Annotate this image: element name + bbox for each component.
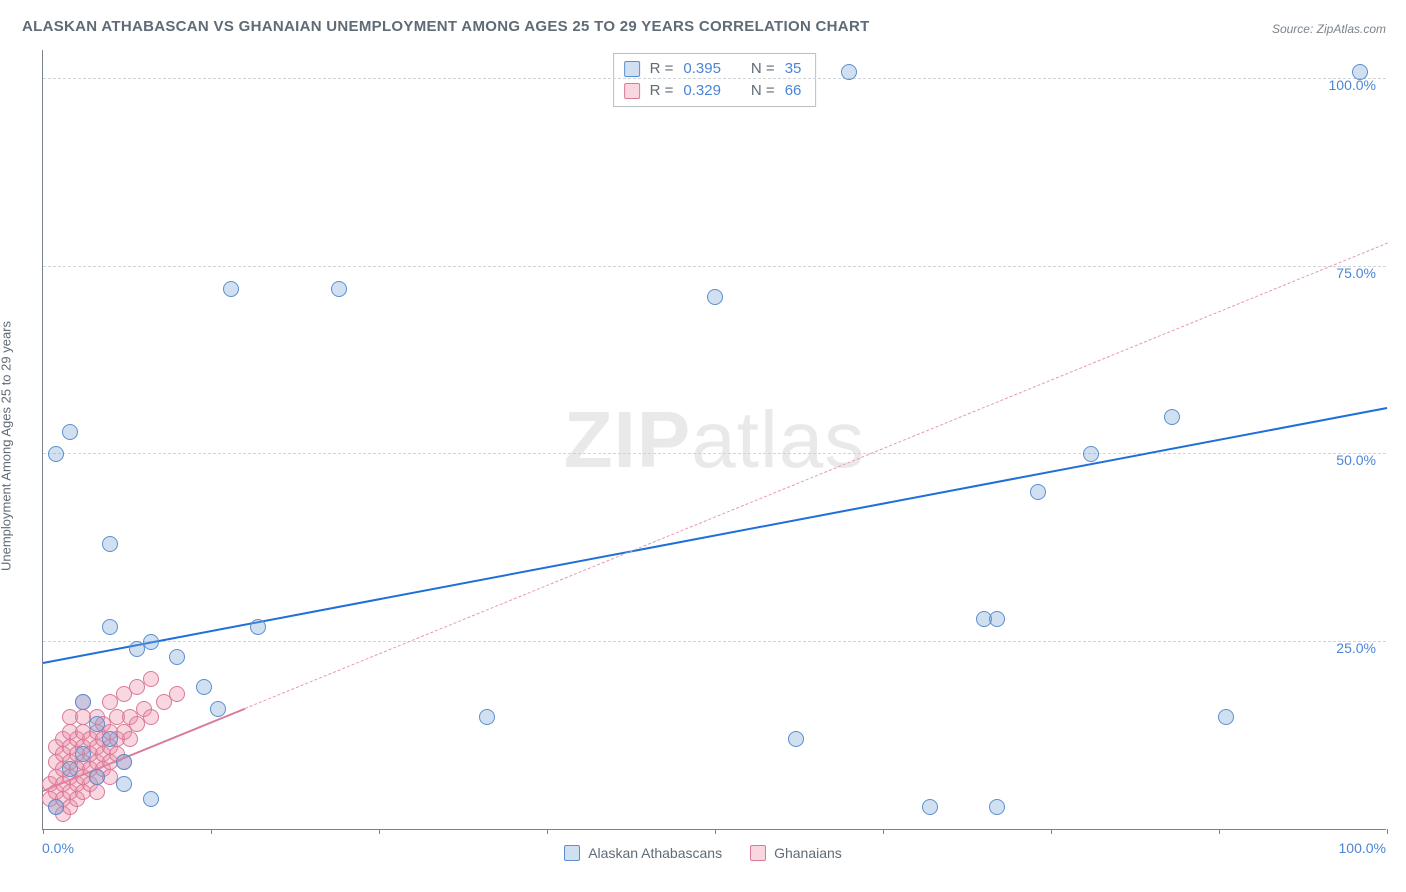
data-point bbox=[102, 536, 118, 552]
plot-area: ZIPatlas R = 0.395N = 35R = 0.329N = 66 … bbox=[42, 50, 1386, 830]
x-tick bbox=[379, 829, 380, 834]
x-tick bbox=[1219, 829, 1220, 834]
stats-legend-box: R = 0.395N = 35R = 0.329N = 66 bbox=[613, 53, 817, 107]
gridline bbox=[43, 641, 1386, 642]
data-point bbox=[143, 634, 159, 650]
data-point bbox=[143, 791, 159, 807]
source-attribution: Source: ZipAtlas.com bbox=[1272, 22, 1386, 36]
trend-line bbox=[244, 243, 1387, 709]
legend-label: Ghanaians bbox=[774, 845, 842, 861]
data-point bbox=[989, 799, 1005, 815]
data-point bbox=[479, 709, 495, 725]
watermark: ZIPatlas bbox=[564, 394, 865, 486]
legend-swatch bbox=[624, 61, 640, 77]
x-axis-min-label: 0.0% bbox=[42, 840, 74, 856]
data-point bbox=[922, 799, 938, 815]
data-point bbox=[48, 446, 64, 462]
data-point bbox=[62, 424, 78, 440]
legend-swatch bbox=[750, 845, 766, 861]
data-point bbox=[989, 611, 1005, 627]
data-point bbox=[1083, 446, 1099, 462]
y-tick-label: 100.0% bbox=[1329, 77, 1376, 93]
gridline bbox=[43, 266, 1386, 267]
x-tick bbox=[1051, 829, 1052, 834]
data-point bbox=[116, 754, 132, 770]
legend-item: Ghanaians bbox=[750, 845, 842, 861]
trend-line bbox=[43, 407, 1387, 664]
data-point bbox=[250, 619, 266, 635]
x-tick bbox=[883, 829, 884, 834]
data-point bbox=[169, 649, 185, 665]
data-point bbox=[89, 784, 105, 800]
data-point bbox=[841, 64, 857, 80]
data-point bbox=[89, 716, 105, 732]
data-point bbox=[89, 769, 105, 785]
data-point bbox=[331, 281, 347, 297]
x-tick bbox=[1387, 829, 1388, 834]
legend-item: Alaskan Athabascans bbox=[564, 845, 722, 861]
data-point bbox=[169, 686, 185, 702]
data-point bbox=[75, 746, 91, 762]
x-tick bbox=[43, 829, 44, 834]
data-point bbox=[48, 799, 64, 815]
legend-swatch bbox=[564, 845, 580, 861]
y-tick-label: 50.0% bbox=[1336, 452, 1376, 468]
data-point bbox=[1164, 409, 1180, 425]
data-point bbox=[707, 289, 723, 305]
data-point bbox=[75, 694, 91, 710]
legend-swatch bbox=[624, 83, 640, 99]
x-tick bbox=[547, 829, 548, 834]
bottom-legend: Alaskan Athabascans Ghanaians bbox=[0, 845, 1406, 861]
chart-title: ALASKAN ATHABASCAN VS GHANAIAN UNEMPLOYM… bbox=[22, 18, 870, 35]
x-tick bbox=[211, 829, 212, 834]
data-point bbox=[122, 731, 138, 747]
data-point bbox=[1218, 709, 1234, 725]
data-point bbox=[210, 701, 226, 717]
x-tick bbox=[715, 829, 716, 834]
data-point bbox=[102, 731, 118, 747]
data-point bbox=[143, 671, 159, 687]
x-axis-max-label: 100.0% bbox=[1339, 840, 1386, 856]
y-tick-label: 75.0% bbox=[1336, 265, 1376, 281]
data-point bbox=[1030, 484, 1046, 500]
data-point bbox=[143, 709, 159, 725]
y-tick-label: 25.0% bbox=[1336, 640, 1376, 656]
data-point bbox=[102, 619, 118, 635]
data-point bbox=[1352, 64, 1368, 80]
data-point bbox=[116, 776, 132, 792]
stats-row: R = 0.395N = 35 bbox=[624, 58, 802, 80]
data-point bbox=[62, 761, 78, 777]
legend-label: Alaskan Athabascans bbox=[588, 845, 722, 861]
gridline bbox=[43, 453, 1386, 454]
gridline bbox=[43, 78, 1386, 79]
data-point bbox=[223, 281, 239, 297]
stats-row: R = 0.329N = 66 bbox=[624, 80, 802, 102]
data-point bbox=[788, 731, 804, 747]
data-point bbox=[196, 679, 212, 695]
